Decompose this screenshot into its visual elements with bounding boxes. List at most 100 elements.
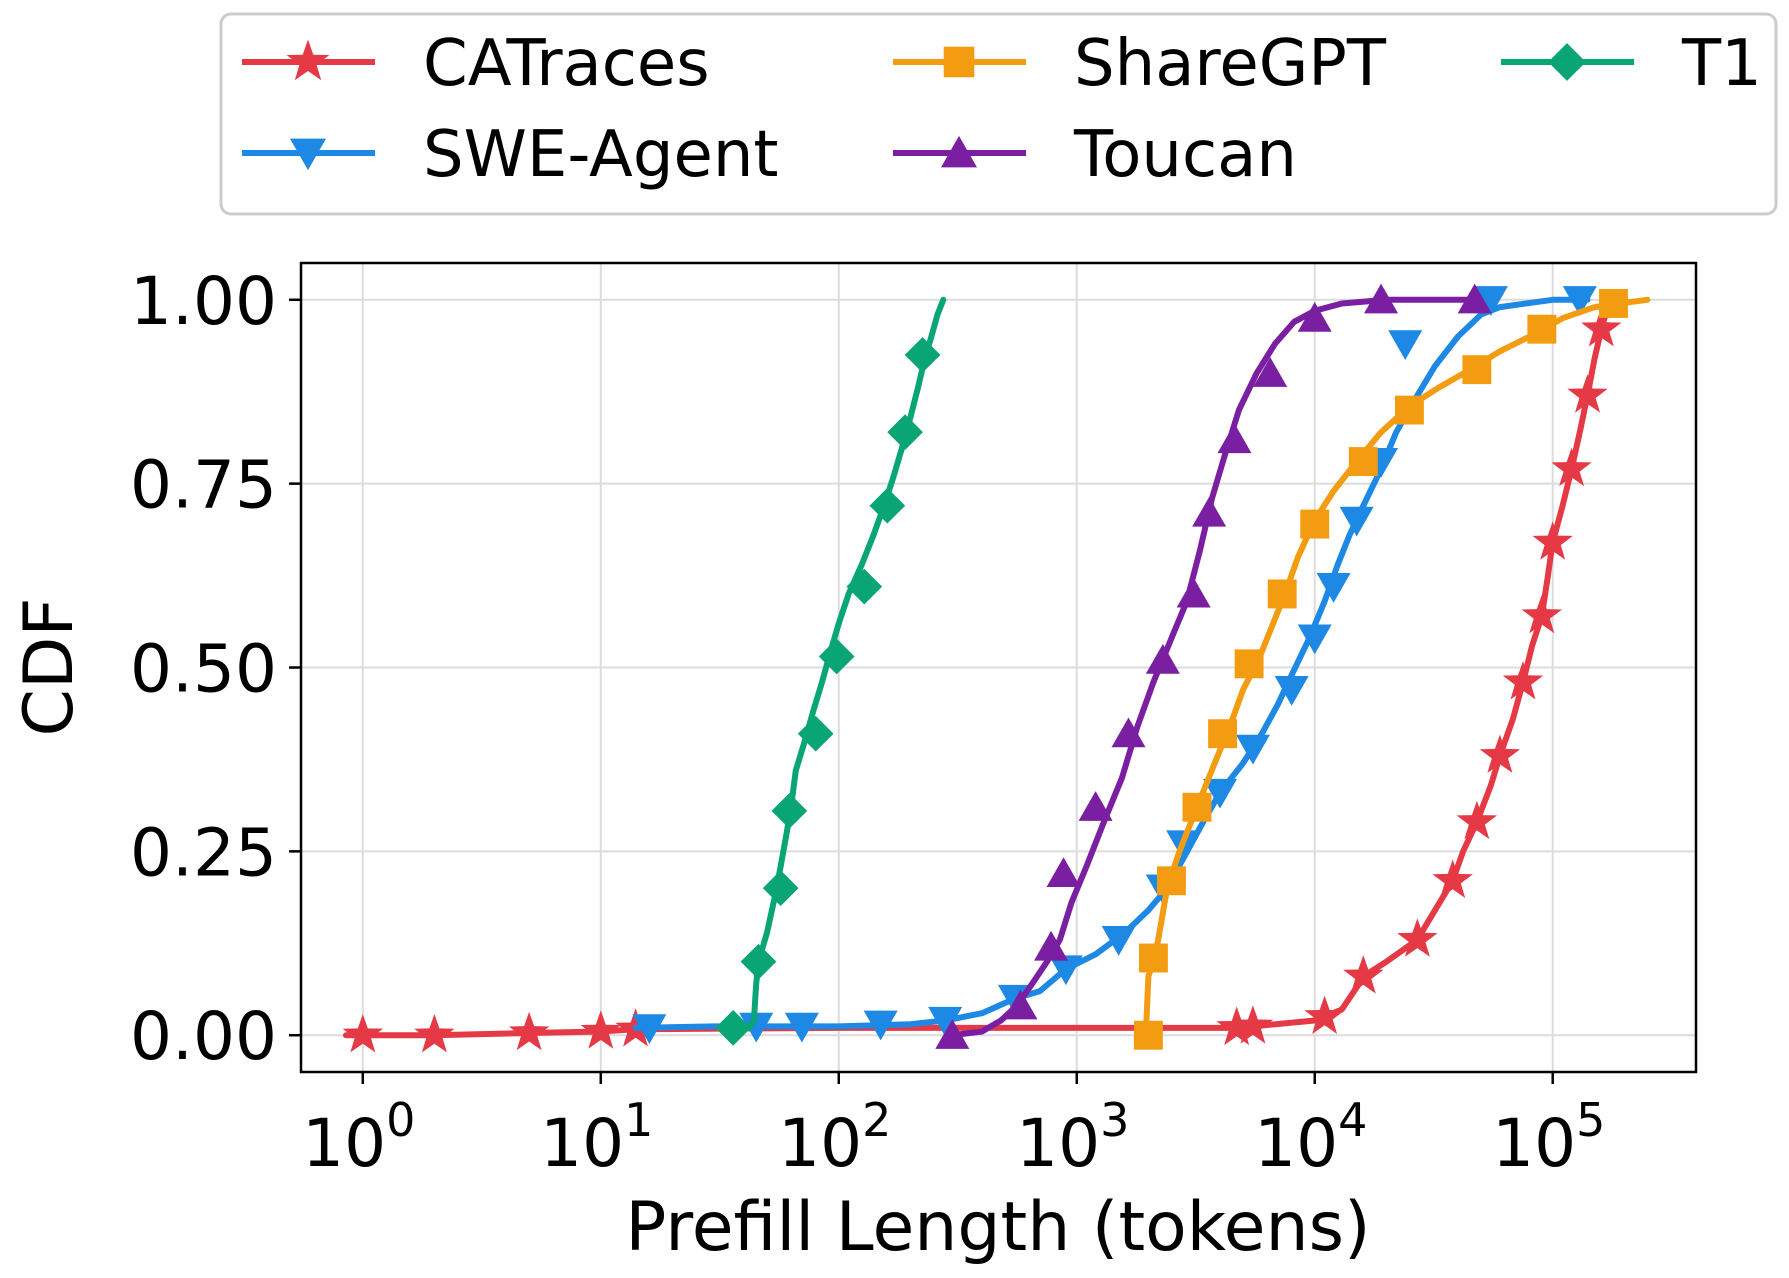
- data-point-sharegpt: [1133, 1020, 1163, 1050]
- data-point-catraces: [1216, 1006, 1257, 1046]
- data-point-catraces: [1343, 955, 1384, 994]
- data-point-swe-agent: [1048, 955, 1083, 986]
- legend-label-catraces: CATraces: [423, 27, 710, 101]
- y-tick-label: 1.00: [130, 263, 277, 340]
- data-point-toucan: [1457, 283, 1492, 314]
- x-axis: 100 101 102 103 104 105: [302, 1072, 1605, 1182]
- data-point-swe-agent: [1339, 506, 1374, 537]
- x-tick-label: 102: [778, 1093, 891, 1182]
- y-axis-label: CDF: [10, 598, 89, 737]
- legend-label-swe-agent: SWE-Agent: [423, 118, 778, 192]
- data-point-swe-agent: [1235, 734, 1270, 765]
- data-point-toucan: [1217, 423, 1252, 454]
- legend-item-sharegpt: ShareGPT: [893, 27, 1387, 101]
- data-point-catraces: [1551, 447, 1592, 487]
- data-point-toucan: [935, 1019, 970, 1049]
- data-point-swe-agent: [1203, 778, 1238, 809]
- series-t1: [715, 296, 947, 1046]
- data-point-catraces: [1521, 594, 1562, 634]
- data-point-swe-agent: [863, 1010, 898, 1041]
- data-point-t1: [740, 943, 777, 980]
- data-point-sharegpt: [1394, 395, 1424, 425]
- data-point-catraces: [1502, 661, 1544, 700]
- data-point-swe-agent: [1274, 675, 1309, 706]
- data-point-toucan: [1176, 577, 1211, 608]
- data-point-swe-agent: [1473, 286, 1508, 316]
- data-point-toucan: [1111, 717, 1146, 748]
- x-tick-label: 101: [540, 1093, 653, 1182]
- legend: CATraces SWE-Agent ShareGPT Toucan T1: [219, 12, 1778, 216]
- data-point-t1: [771, 793, 808, 829]
- data-point-sharegpt: [1267, 579, 1297, 609]
- data-point-toucan: [1297, 302, 1332, 332]
- data-point-toucan: [1003, 989, 1038, 1020]
- data-point-swe-agent: [632, 1014, 667, 1045]
- data-point-toucan: [1078, 791, 1113, 821]
- data-point-sharegpt: [1208, 719, 1238, 749]
- data-point-catraces: [414, 1014, 455, 1053]
- data-point-t1: [846, 568, 883, 605]
- data-point-swe-agent: [784, 1012, 819, 1043]
- data-point-t1: [904, 337, 941, 373]
- data-point-t1: [869, 487, 906, 524]
- data-point-catraces: [1479, 734, 1521, 773]
- data-point-catraces: [1304, 995, 1345, 1034]
- data-point-toucan: [1364, 283, 1399, 314]
- series-line-t1: [730, 296, 947, 1031]
- legend-marker-catraces: [286, 39, 330, 81]
- data-point-sharegpt: [1462, 355, 1492, 385]
- series-sharegpt: [1133, 289, 1651, 1050]
- legend-marker-swe-agent: [290, 138, 326, 171]
- x-tick-label: 105: [1492, 1093, 1605, 1182]
- data-point-toucan: [1034, 930, 1069, 961]
- data-point-swe-agent: [928, 1006, 963, 1037]
- data-point-catraces: [1456, 800, 1498, 840]
- data-point-swe-agent: [1316, 573, 1351, 603]
- legend-marker-toucan: [941, 135, 977, 168]
- legend-marker-sharegpt: [943, 46, 975, 78]
- legend-item-catraces: CATraces: [242, 27, 710, 101]
- x-tick-label: 103: [1016, 1093, 1129, 1182]
- data-point-sharegpt: [1157, 866, 1186, 896]
- data-point-catraces: [508, 1011, 550, 1051]
- data-point-swe-agent: [1388, 330, 1423, 361]
- legend-item-swe-agent: SWE-Agent: [242, 118, 778, 192]
- data-point-sharegpt: [1182, 792, 1212, 822]
- series-toucan: [935, 283, 1492, 1049]
- y-axis: 0.00 0.25 0.50 0.75 1.00: [130, 263, 301, 1075]
- series-layer: [342, 283, 1651, 1053]
- x-axis-label: Prefill Length (tokens): [625, 1188, 1370, 1267]
- y-tick-label: 0.75: [130, 447, 277, 524]
- y-tick-label: 0.00: [130, 998, 277, 1075]
- data-point-sharegpt: [1138, 943, 1168, 973]
- x-tick-label: 104: [1254, 1093, 1367, 1182]
- legend-box: [219, 12, 1778, 216]
- data-point-toucan: [1046, 857, 1081, 888]
- y-tick-label: 0.50: [130, 631, 277, 708]
- data-point-sharegpt: [1599, 289, 1628, 318]
- data-point-sharegpt: [1348, 447, 1378, 477]
- legend-item-toucan: Toucan: [893, 118, 1297, 192]
- legend-label-sharegpt: ShareGPT: [1074, 27, 1387, 101]
- data-point-swe-agent: [1101, 926, 1136, 956]
- data-point-swe-agent: [1562, 286, 1597, 316]
- legend-item-t1: T1: [1501, 27, 1762, 101]
- data-point-catraces: [1432, 859, 1473, 898]
- data-point-t1: [887, 414, 923, 451]
- data-point-t1: [715, 1010, 752, 1046]
- data-point-toucan: [1253, 357, 1288, 387]
- data-point-t1: [762, 870, 799, 906]
- data-point-sharegpt: [1300, 509, 1330, 539]
- data-point-catraces: [1232, 1005, 1274, 1044]
- data-point-catraces: [580, 1010, 621, 1049]
- data-point-toucan: [1192, 496, 1227, 527]
- data-point-catraces: [1581, 307, 1622, 347]
- data-point-swe-agent: [739, 1012, 774, 1043]
- data-point-sharegpt: [1234, 649, 1264, 679]
- legend-marker-t1: [1548, 43, 1586, 81]
- x-tick-label: 100: [302, 1093, 415, 1182]
- data-point-t1: [818, 638, 855, 675]
- legend-label-toucan: Toucan: [1073, 118, 1297, 192]
- y-tick-label: 0.25: [130, 814, 277, 891]
